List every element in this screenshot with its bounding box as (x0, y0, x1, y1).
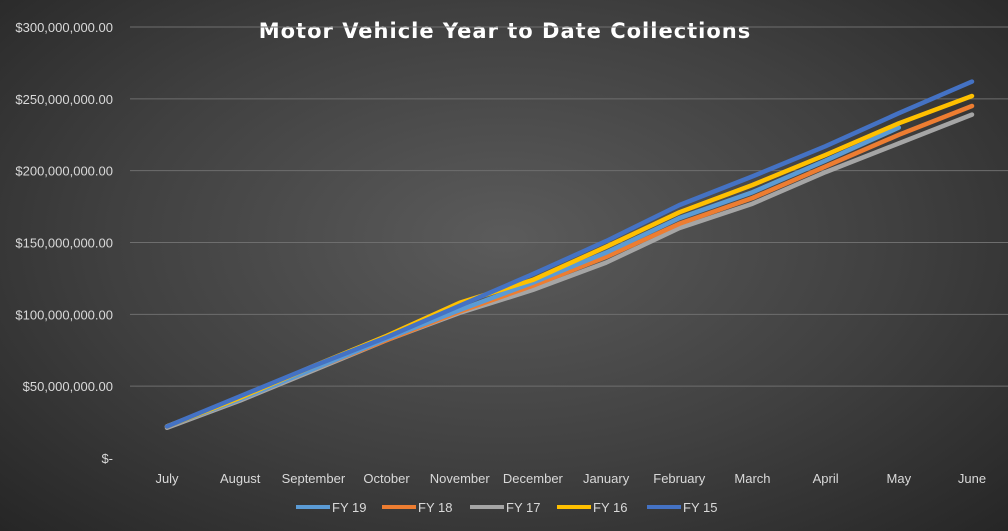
x-tick-label: September (282, 471, 346, 486)
x-tick-label: June (958, 471, 986, 486)
x-axis-ticks: July August September October November Decemb… (155, 471, 986, 486)
y-tick-label: $- (101, 451, 113, 466)
legend-label: FY 19 (332, 500, 366, 515)
chart-title: Motor Vehicle Year to Date Collections (259, 19, 752, 43)
x-tick-label: May (887, 471, 912, 486)
y-tick-label: $100,000,000.00 (15, 307, 113, 322)
legend-label: FY 18 (418, 500, 452, 515)
x-tick-label: January (583, 471, 630, 486)
y-tick-label: $150,000,000.00 (15, 236, 113, 251)
x-tick-label: December (503, 471, 564, 486)
legend: FY 19 FY 18 FY 17 FY 16 FY 15 (296, 500, 717, 515)
gridlines (130, 26, 1008, 387)
y-tick-label: $200,000,000.00 (15, 164, 113, 179)
x-tick-label: February (653, 471, 706, 486)
x-tick-label: November (430, 471, 491, 486)
legend-label: FY 17 (506, 500, 540, 515)
legend-label: FY 15 (683, 500, 717, 515)
x-tick-label: October (363, 471, 410, 486)
series-lines (164, 79, 975, 431)
y-tick-label: $250,000,000.00 (15, 92, 113, 107)
y-tick-label: $300,000,000.00 (15, 20, 113, 35)
x-tick-label: August (220, 471, 261, 486)
y-axis-ticks: $- $50,000,000.00 $100,000,000.00 $150,000,… (15, 20, 113, 466)
legend-label: FY 16 (593, 500, 627, 515)
x-tick-label: July (155, 471, 179, 486)
series-line-fy-15 (164, 79, 975, 429)
x-tick-label: March (734, 471, 770, 486)
y-tick-label: $50,000,000.00 (23, 379, 113, 394)
x-tick-label: April (813, 471, 839, 486)
